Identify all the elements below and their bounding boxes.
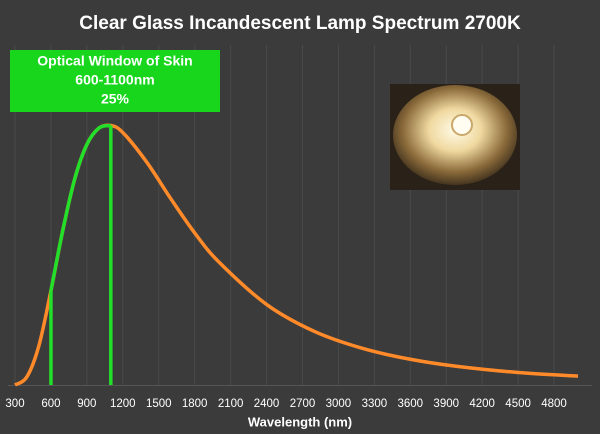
x-axis-label: Wavelength (nm) — [248, 414, 352, 429]
x-tick-label: 2700 — [290, 398, 316, 410]
x-tick-label: 300 — [5, 398, 24, 410]
x-tick-label: 1800 — [182, 398, 208, 410]
x-tick-label: 3300 — [362, 398, 388, 410]
x-tick-label: 3900 — [433, 398, 459, 410]
x-tick-label: 4200 — [469, 398, 495, 410]
chart-title: Clear Glass Incandescent Lamp Spectrum 2… — [79, 13, 521, 34]
x-tick-label: 3000 — [326, 398, 352, 410]
x-tick-label: 3600 — [398, 398, 424, 410]
x-tick-label: 1200 — [110, 398, 136, 410]
x-tick-label: 900 — [77, 398, 96, 410]
x-tick-label: 4500 — [505, 398, 531, 410]
x-tick-label: 2100 — [218, 398, 244, 410]
annotation-box — [10, 50, 220, 112]
annotation-text: 600-1100nm — [75, 72, 154, 88]
lamp-photo — [390, 84, 520, 190]
x-tick-label: 600 — [41, 398, 60, 410]
x-tick-label: 2400 — [254, 398, 280, 410]
series-line — [49, 123, 112, 291]
annotation-text: Optical Window of Skin — [37, 53, 192, 69]
x-tick-label: 1500 — [146, 398, 172, 410]
annotation-text: 25% — [101, 91, 130, 107]
x-tick-label: 4800 — [541, 398, 567, 410]
annotation: Optical Window of Skin 600-1100nm 25% — [10, 50, 220, 112]
